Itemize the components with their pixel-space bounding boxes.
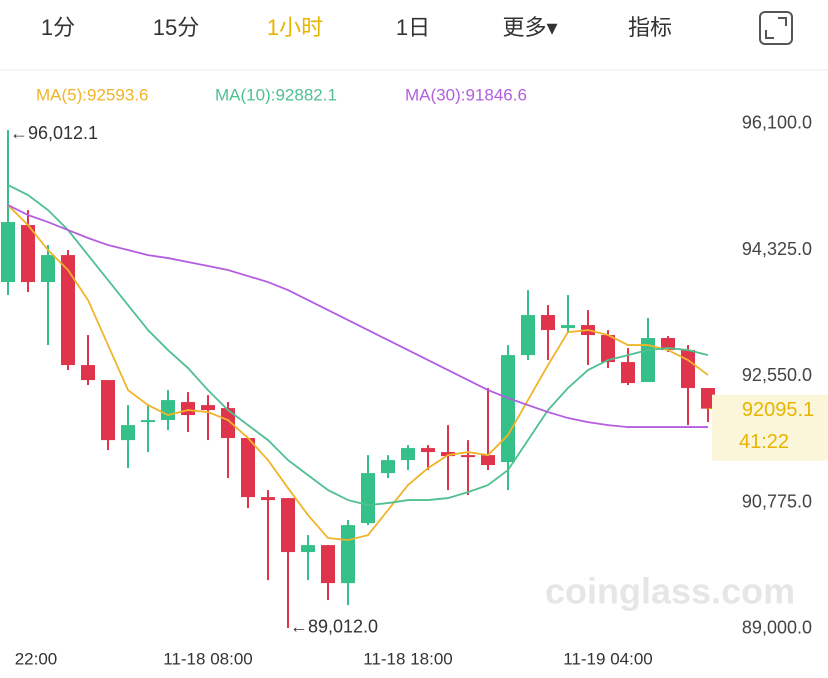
candle-body [701,388,715,409]
low-annotation: ←89,012.0 [290,617,378,637]
candle-body [181,402,195,416]
candle-body [321,545,335,584]
candle-body [441,452,455,457]
candle-body [261,497,275,501]
candle-body [341,525,355,584]
candle-body [681,350,695,389]
legend-entry: MA(30):91846.6 [405,85,527,104]
candle-body [521,315,535,356]
y-tick-label: 94,325.0 [742,239,812,259]
candle-body [21,225,35,283]
candles [1,130,715,628]
candle-body [661,338,675,351]
candle-body [101,380,115,441]
timeframe-tab[interactable]: 15分 [153,15,199,40]
x-tick-label: 11-18 08:00 [163,649,252,668]
x-tick-label: 22:00 [15,649,58,668]
high-annotation: ←96,012.1 [10,123,98,143]
legend-entry: MA(5):92593.6 [36,85,148,104]
x-tick-label: 11-19 04:00 [563,649,652,668]
candle-body [621,362,635,384]
candle-body [301,545,315,553]
candle-body [141,420,155,423]
candle-body [121,425,135,441]
candle-body [201,405,215,411]
ma-line [7,184,709,507]
y-tick-label: 92,550.0 [742,365,812,385]
candle-body [561,325,575,329]
y-tick-label: 89,000.0 [742,618,812,638]
candle-body [221,408,235,439]
candle-body [501,355,515,463]
candle-body [461,455,475,458]
candle-body [601,335,615,363]
candle-body [1,222,15,283]
candle-body [481,455,495,466]
timeframe-tab[interactable]: 1小时 [267,15,323,40]
candle-body [41,255,55,283]
last-price: 92095.1 [742,399,814,421]
y-tick-label: 96,100.0 [742,113,812,133]
ma-line [7,204,708,428]
legend-entry: MA(10):92882.1 [215,85,337,104]
timeframe-tab[interactable]: 1日 [396,15,430,40]
candle-body [361,473,375,524]
timeframe-tab[interactable]: 更多▾ [502,15,557,40]
candle-body [61,255,75,366]
ma-line [7,204,709,542]
y-tick-label: 90,775.0 [742,491,812,511]
countdown: 41:22 [739,431,789,453]
candle-body [421,448,435,453]
watermark: coinglass.com [545,571,795,612]
timeframe-tab[interactable]: 1分 [41,15,75,40]
candle-body [81,365,95,381]
candle-body [401,448,415,461]
x-tick-label: 11-18 18:00 [363,649,452,668]
candle-body [281,498,295,553]
last-price-box [712,394,828,461]
candle-body [161,400,175,421]
candle-body [381,460,395,474]
timeframe-tab[interactable]: 指标 [628,15,672,40]
candle-body [241,438,255,498]
expand-icon[interactable] [759,11,793,45]
candle-body [541,315,555,331]
